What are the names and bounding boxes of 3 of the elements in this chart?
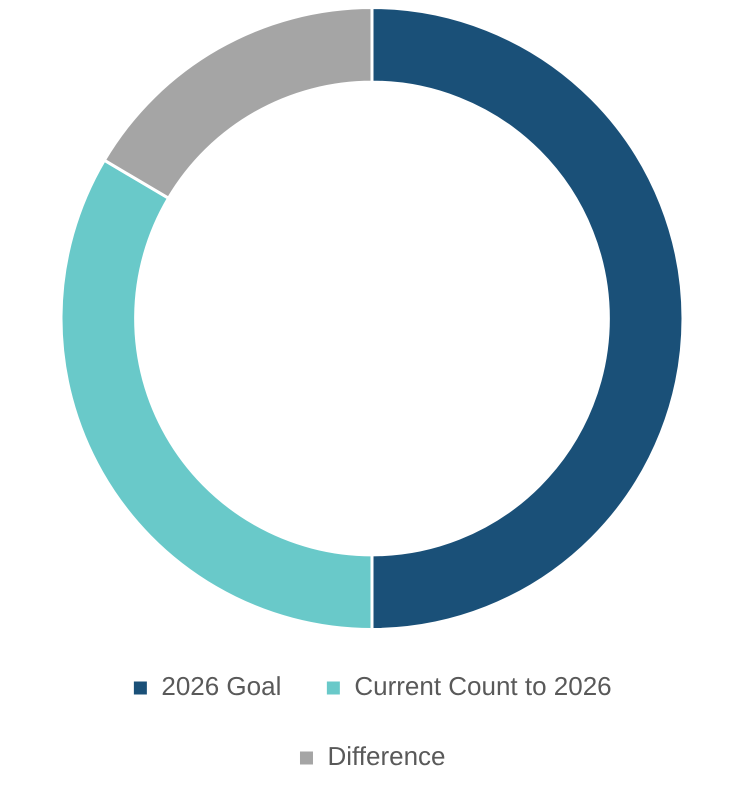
- legend-label: Current Count to 2026: [354, 671, 612, 702]
- legend-label: 2026 Goal: [161, 671, 282, 702]
- legend-label: Difference: [327, 741, 446, 772]
